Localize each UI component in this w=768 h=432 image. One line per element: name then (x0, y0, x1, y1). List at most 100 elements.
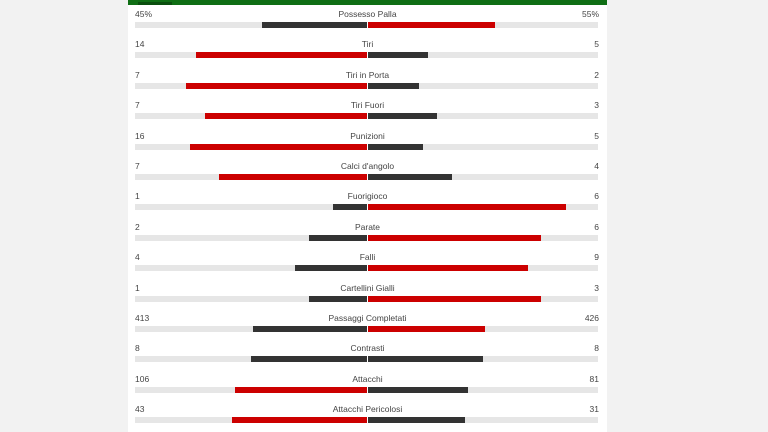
stat-label: Cartellini Gialli (340, 282, 395, 293)
stat-bar-left (295, 265, 367, 272)
stat-right-value: 8 (594, 343, 599, 354)
stat-label: Tiri in Porta (345, 69, 390, 80)
header-bar (128, 0, 607, 5)
stats-list: 45% Possesso Palla 55% 14 Tiri 5 7 Tiri in Port… (128, 8, 607, 432)
stat-bar-track (135, 386, 598, 393)
stat-label: Attacchi (352, 373, 383, 384)
stat-right-value: 3 (594, 100, 599, 111)
stat-bar-right (367, 173, 452, 180)
stat-left-value: 16 (135, 130, 145, 141)
stat-bar-right (367, 265, 528, 272)
stat-label: Falli (359, 252, 376, 263)
stat-bar-center-divider (366, 173, 368, 180)
stat-bar-right (367, 234, 542, 241)
stat-bar-left (250, 356, 367, 363)
stat-row: 1 Fuorigioco 6 (128, 190, 607, 220)
stat-bar-track (135, 173, 598, 180)
stat-row: 413 Passaggi Completati 426 (128, 312, 607, 342)
stat-bar-center-divider (366, 234, 368, 241)
stat-label: Contrasti (350, 343, 385, 354)
stat-row: 16 Punizioni 5 (128, 130, 607, 160)
stat-left-value: 1 (135, 282, 140, 293)
stat-bar-right (367, 295, 542, 302)
stat-bar-right (367, 325, 486, 332)
stat-row: 2 Parate 6 (128, 221, 607, 251)
stat-row: 4 Falli 9 (128, 251, 607, 281)
stat-right-value: 9 (594, 252, 599, 263)
stat-right-value: 2 (594, 69, 599, 80)
stat-bar-center-divider (366, 22, 368, 28)
stat-right-value: 6 (594, 221, 599, 232)
stat-left-value: 43 (135, 404, 145, 415)
stat-bar-center-divider (366, 356, 368, 363)
stat-row: 14 Tiri 5 (128, 38, 607, 68)
stat-right-value: 4 (594, 160, 599, 171)
stat-label: Parate (354, 221, 381, 232)
stat-bar-track (135, 204, 598, 211)
stat-label: Punizioni (350, 130, 385, 141)
stat-bar-left (190, 143, 367, 150)
stat-bar-track (135, 417, 598, 424)
stat-left-value: 413 (135, 312, 150, 323)
stat-row: 7 Tiri in Porta 2 (128, 69, 607, 99)
stat-row: 8 Contrasti 8 (128, 342, 607, 372)
stat-bar-track (135, 22, 598, 28)
stat-bar-left (252, 325, 367, 332)
stat-bar-center-divider (366, 386, 368, 393)
stat-row: 1 Cartellini Gialli 3 (128, 282, 607, 312)
stat-bar-left (308, 234, 367, 241)
stat-bar-track (135, 52, 598, 59)
stat-bar-right (367, 22, 495, 28)
stat-right-value: 5 (594, 39, 599, 50)
stat-right-value: 5 (594, 130, 599, 141)
stat-left-value: 2 (135, 221, 140, 232)
stat-bar-track (135, 113, 598, 120)
stat-bar-track (135, 143, 598, 150)
stat-label: Possesso Palla (338, 9, 397, 19)
stat-bar-track (135, 295, 598, 302)
stat-left-value: 7 (135, 100, 140, 111)
stat-label: Passaggi Completati (328, 312, 407, 323)
stat-bar-right (367, 204, 566, 211)
stat-bar-left (308, 295, 367, 302)
stat-label: Tiri Fuori (350, 100, 385, 111)
stat-left-value: 8 (135, 343, 140, 354)
stat-bar-center-divider (366, 417, 368, 424)
stat-left-value: 45% (135, 9, 153, 19)
stat-bar-left (262, 22, 367, 28)
stat-bar-left (235, 386, 367, 393)
stat-bar-right (367, 113, 437, 120)
stat-label: Calci d'angolo (340, 160, 395, 171)
stat-bar-center-divider (366, 204, 368, 211)
match-stats-panel: 45% Possesso Palla 55% 14 Tiri 5 7 Tiri in Port… (128, 0, 607, 432)
stat-row: 7 Calci d'angolo 4 (128, 160, 607, 190)
stat-bar-left (219, 173, 367, 180)
stat-bar-center-divider (366, 143, 368, 150)
stat-bar-center-divider (366, 113, 368, 120)
header-tab-marker (138, 2, 172, 5)
stat-right-value: 426 (584, 312, 599, 323)
stat-bar-left (186, 82, 367, 89)
stat-row: 43 Attacchi Pericolosi 31 (128, 403, 607, 432)
stat-bar-left (232, 417, 367, 424)
stat-bar-right (367, 386, 468, 393)
stat-bar-center-divider (366, 325, 368, 332)
stat-bar-right (367, 143, 423, 150)
stat-left-value: 14 (135, 39, 145, 50)
stat-left-value: 7 (135, 69, 140, 80)
stat-bar-track (135, 234, 598, 241)
stat-bar-center-divider (366, 82, 368, 89)
stat-bar-track (135, 325, 598, 332)
stat-row: 7 Tiri Fuori 3 (128, 99, 607, 129)
stat-right-value: 31 (589, 404, 599, 415)
stat-bar-center-divider (366, 295, 368, 302)
stat-bar-right (367, 417, 465, 424)
stat-bar-right (367, 356, 484, 363)
stat-left-value: 1 (135, 191, 140, 202)
stat-bar-track (135, 82, 598, 89)
stat-right-value: 3 (594, 282, 599, 293)
stat-right-value: 55% (581, 9, 599, 19)
stat-bar-left (333, 204, 367, 211)
stat-bar-center-divider (366, 265, 368, 272)
stat-bar-left (195, 52, 367, 59)
